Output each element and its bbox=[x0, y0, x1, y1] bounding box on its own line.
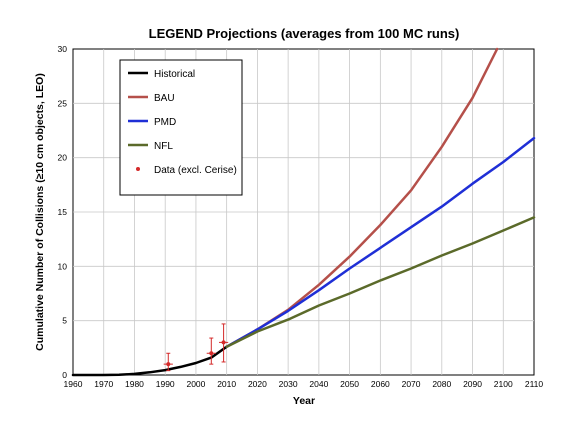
y-tick-label: 5 bbox=[62, 316, 67, 326]
legend-label-bau: BAU bbox=[154, 93, 175, 104]
x-tick-label: 2060 bbox=[371, 379, 390, 389]
series-line-historical bbox=[71, 345, 228, 377]
legend: Historical BAU PMD NFL Data (excl. Ceris… bbox=[119, 59, 243, 196]
data-points-layer bbox=[163, 323, 229, 372]
x-axis-label: Year bbox=[293, 395, 315, 407]
x-tick-label: 1980 bbox=[125, 379, 144, 389]
legend-label-data: Data (excl. Cerise) bbox=[154, 165, 237, 176]
x-tick-label: 2110 bbox=[525, 379, 544, 389]
series-line-nfl bbox=[225, 216, 536, 348]
x-tick-label: 2020 bbox=[248, 379, 267, 389]
data-point bbox=[221, 340, 226, 345]
x-tick-label: 2040 bbox=[309, 379, 328, 389]
series-layer bbox=[71, 47, 536, 377]
x-tick-label: 2090 bbox=[463, 379, 482, 389]
x-tick-label: 2100 bbox=[494, 379, 513, 389]
series-line-pmd bbox=[225, 136, 536, 348]
y-tick-label: 25 bbox=[58, 98, 68, 108]
x-tick-label: 2070 bbox=[402, 379, 421, 389]
data-point bbox=[209, 351, 214, 356]
x-tick-label: 2030 bbox=[279, 379, 298, 389]
legend-label-nfl: NFL bbox=[154, 141, 173, 152]
y-tick-label: 15 bbox=[58, 207, 68, 217]
chart-title: LEGEND Projections (averages from 100 MC… bbox=[149, 26, 460, 41]
y-tick-label: 10 bbox=[58, 261, 68, 271]
x-tick-label: 2000 bbox=[186, 379, 205, 389]
y-tick-label: 30 bbox=[58, 44, 68, 54]
x-tick-label: 2050 bbox=[340, 379, 359, 389]
axis-ticks: 1960 1970 1980 1990 2000 2010 2020 2030 2040 2050… bbox=[58, 44, 544, 389]
x-tick-label: 2010 bbox=[217, 379, 236, 389]
legend-label-pmd: PMD bbox=[154, 117, 176, 128]
y-axis-label: Cumulative Number of Collisions (≥10 cm … bbox=[34, 73, 46, 351]
legend-box bbox=[119, 59, 243, 196]
x-tick-label: 1990 bbox=[156, 379, 175, 389]
x-tick-label: 1970 bbox=[94, 379, 113, 389]
x-tick-label: 1960 bbox=[64, 379, 83, 389]
y-tick-label: 0 bbox=[62, 370, 67, 380]
x-tick-label: 2080 bbox=[432, 379, 451, 389]
data-point bbox=[166, 362, 171, 367]
legend-swatch-data bbox=[136, 167, 140, 171]
grid-lines bbox=[73, 49, 534, 375]
y-tick-label: 20 bbox=[58, 153, 68, 163]
legend-label-historical: Historical bbox=[154, 69, 195, 80]
